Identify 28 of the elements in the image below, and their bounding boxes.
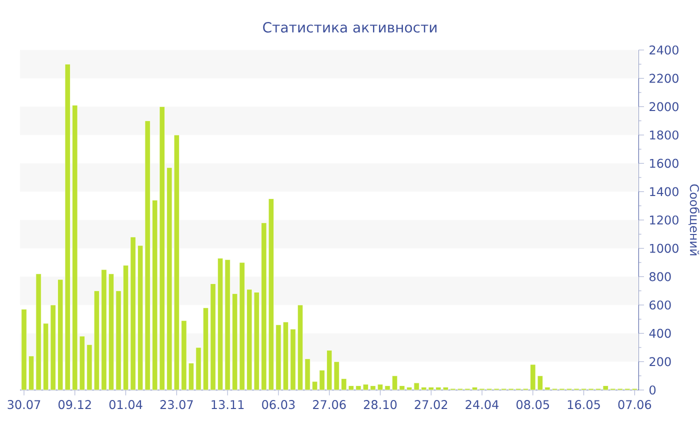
y-tick-label: 400 — [649, 328, 671, 338]
y-tick-label: 2200 — [650, 74, 678, 83]
x-tick-label: 06.03 — [262, 400, 295, 410]
y-axis-title: Сообщений — [688, 184, 700, 256]
y-tick-label: 0 — [650, 385, 656, 395]
x-tick-label: 27.02 — [414, 400, 448, 410]
y-tick-label: 1000 — [650, 244, 678, 253]
y-tick-label: 600 — [650, 300, 671, 310]
y-tick-label: 1800 — [650, 130, 678, 140]
x-tick-label: 01.04 — [109, 400, 142, 410]
y-tick-label: 800 — [650, 272, 671, 282]
x-tick-label: 24.04 — [466, 400, 499, 410]
x-tick-label: 08.05 — [516, 400, 550, 410]
x-tick-label: 16.05 — [568, 400, 600, 410]
y-tick-label: 1200 — [650, 215, 678, 225]
y-tick-label: 1600 — [650, 158, 678, 168]
y-tick-label: 1400 — [650, 187, 678, 196]
x-tick-label: 28.10 — [364, 400, 397, 410]
x-tick-label: 09.12 — [58, 400, 91, 410]
x-tick-label: 23.07 — [160, 400, 193, 410]
y-tick-label: 200 — [650, 357, 671, 366]
x-tick-label: 30.07 — [8, 400, 40, 410]
y-tick-label: 2000 — [650, 102, 678, 112]
x-tick-label: 07.06 — [618, 400, 652, 410]
x-tick-label: 27.06 — [313, 400, 346, 410]
x-tick-label: 13.11 — [212, 400, 244, 410]
chart-title: Статистика активности — [263, 22, 436, 33]
y-tick-label: 2400 — [650, 45, 678, 55]
